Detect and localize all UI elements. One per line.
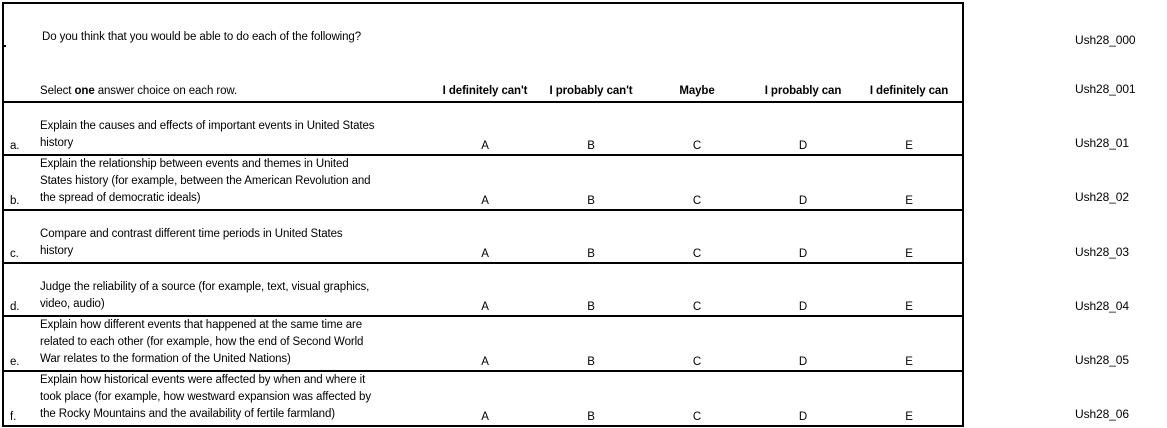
column-header-probably-cant: I probably can't [549,85,633,97]
column-header-probably-can: I probably can [764,85,842,97]
row-letter: f. [10,411,17,423]
answer-option-c: C [692,411,702,423]
answer-option-b: B [587,195,595,207]
row-letter: a. [10,140,20,152]
answer-option-a: A [481,301,489,313]
variable-code: Ush28_05 [1075,353,1129,367]
row-description: Explain how historical events were affec… [40,374,372,420]
answer-option-d: D [798,356,808,368]
cell-divider-tick [2,45,6,47]
table-header: Do you think that you would be able to d… [2,4,962,101]
answer-option-e: E [905,411,913,423]
row-letter: d. [10,301,20,313]
answer-option-e: E [905,195,913,207]
answer-option-c: C [692,195,702,207]
answer-option-b: B [587,356,595,368]
table-row-b: b. Explain the relationship between even… [4,154,962,209]
table-row-c: c. Compare and contrast different time p… [4,209,962,262]
answer-option-a: A [481,140,489,152]
row-letter: e. [10,356,20,368]
column-header-row: Select one answer choice on each row. I … [4,85,962,101]
variable-code: Ush28_001 [1075,82,1136,96]
answer-option-b: B [587,301,595,313]
answer-option-e: E [905,248,913,260]
row-letter: b. [10,195,20,207]
table-row-a: a. Explain the causes and effects of imp… [4,101,962,154]
answer-option-b: B [587,411,595,423]
column-header-maybe: Maybe [679,85,715,97]
column-header-definitely-can: I definitely can [869,85,949,97]
answer-option-d: D [798,140,808,152]
answer-option-a: A [481,248,489,260]
answer-option-d: D [798,195,808,207]
variable-code: Ush28_000 [1075,33,1136,47]
answer-option-e: E [905,356,913,368]
variable-code: Ush28_03 [1075,245,1129,259]
instruction-suffix: answer choice on each row. [94,85,238,97]
survey-table: Do you think that you would be able to d… [2,2,964,427]
answer-option-e: E [905,301,913,313]
answer-option-b: B [587,248,595,260]
table-row-e: e. Explain how different events that hap… [4,315,962,370]
variable-code: Ush28_02 [1075,190,1129,204]
variable-code: Ush28_01 [1075,136,1129,150]
answer-option-c: C [692,301,702,313]
answer-option-d: D [798,248,808,260]
answer-option-a: A [481,356,489,368]
answer-option-d: D [798,301,808,313]
answer-option-e: E [905,140,913,152]
row-description: Explain how different events that happen… [40,319,364,365]
instruction-prefix: Select [40,85,75,97]
variable-code: Ush28_04 [1075,299,1129,313]
instruction-bold-word: one [74,85,95,97]
row-description: Compare and contrast different time peri… [40,228,343,257]
row-description: Explain the relationship between events … [40,158,371,204]
answer-option-c: C [692,248,702,260]
table-row-f: f. Explain how historical events were af… [4,370,962,425]
row-letter: c. [10,248,19,260]
answer-option-a: A [481,411,489,423]
instruction-text: Select one answer choice on each row. [40,85,432,97]
row-description: Judge the reliability of a source (for e… [40,281,370,310]
column-header-definitely-cant: I definitely can't [442,85,528,97]
answer-option-c: C [692,356,702,368]
answer-option-b: B [587,140,595,152]
answer-option-d: D [798,411,808,423]
question-title: Do you think that you would be able to d… [42,31,362,43]
answer-option-a: A [481,195,489,207]
row-description: Explain the causes and effects of import… [40,120,375,149]
variable-code: Ush28_06 [1075,407,1129,421]
answer-option-c: C [692,140,702,152]
table-row-d: d. Judge the reliability of a source (fo… [4,262,962,315]
